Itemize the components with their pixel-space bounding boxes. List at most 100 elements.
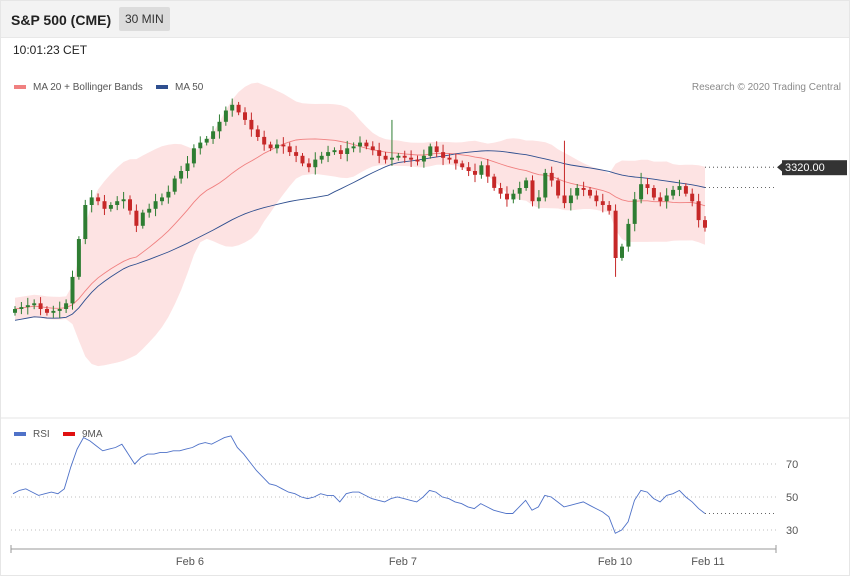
candle xyxy=(172,175,177,195)
candle xyxy=(326,145,331,163)
candle xyxy=(211,126,216,144)
candle xyxy=(338,145,343,160)
candle-body xyxy=(453,159,458,164)
candle-body xyxy=(703,220,707,228)
x-tick-label: Feb 7 xyxy=(389,556,417,568)
candle-body xyxy=(147,208,152,213)
candle xyxy=(645,177,650,195)
x-tick-label: Feb 11 xyxy=(691,556,724,568)
candle-body xyxy=(25,305,30,308)
candle-body xyxy=(485,165,490,177)
candle xyxy=(96,193,101,206)
candle xyxy=(536,190,541,209)
candle-body xyxy=(658,197,663,202)
candle xyxy=(275,139,279,154)
candle xyxy=(319,151,324,164)
candle xyxy=(524,177,529,191)
candle xyxy=(198,136,203,155)
candle xyxy=(658,192,663,207)
rsi-legend-swatch xyxy=(14,432,26,436)
candle xyxy=(166,185,171,204)
candle xyxy=(671,185,676,200)
candle-body xyxy=(409,157,414,160)
candle xyxy=(651,185,656,201)
candle xyxy=(543,168,548,202)
candle xyxy=(479,161,484,179)
last-price-tag: 3320.00 xyxy=(777,160,847,176)
candle xyxy=(683,183,688,197)
candle xyxy=(703,216,707,232)
candle-body xyxy=(447,157,452,160)
candle xyxy=(345,140,350,162)
candle xyxy=(179,165,184,184)
x-tick-label: Feb 10 xyxy=(598,556,632,568)
candle xyxy=(466,162,471,177)
rsi-gridlines: 70 50 30 xyxy=(11,459,798,537)
candle-body xyxy=(76,239,81,277)
candle-body xyxy=(140,212,145,226)
candle-body xyxy=(505,193,509,200)
candle xyxy=(268,141,273,152)
candle-body xyxy=(70,276,75,304)
candle xyxy=(32,299,37,310)
candle-body xyxy=(524,180,529,188)
copyright-text: Research © 2020 Trading Central xyxy=(692,82,841,93)
candle-body xyxy=(223,110,228,122)
rsi-tick-label: 70 xyxy=(786,459,798,471)
candle xyxy=(89,190,94,213)
candle xyxy=(498,182,503,199)
candle xyxy=(639,172,644,204)
candle xyxy=(38,297,43,316)
candle xyxy=(409,150,414,167)
candle xyxy=(140,209,145,229)
candle-body xyxy=(517,188,522,194)
candle xyxy=(390,119,394,166)
candle xyxy=(517,181,522,200)
candle-body xyxy=(396,155,401,158)
candle xyxy=(415,155,420,166)
candle xyxy=(358,136,362,153)
candle-body xyxy=(645,184,650,188)
candle-body xyxy=(600,201,605,205)
rsi-line-layer xyxy=(12,435,777,534)
candle-body xyxy=(38,303,43,309)
candle-body xyxy=(390,157,394,160)
candle xyxy=(492,173,497,191)
candle xyxy=(217,114,222,139)
interval-button[interactable]: 30 MIN xyxy=(119,7,170,31)
candle-body xyxy=(690,193,695,202)
candle xyxy=(549,166,554,187)
candle xyxy=(262,130,267,151)
candle-body xyxy=(383,155,388,160)
candle-body xyxy=(441,152,446,158)
candle xyxy=(562,140,567,209)
candle xyxy=(594,190,599,207)
candle-body xyxy=(211,131,216,139)
candle xyxy=(460,160,465,171)
candle-body xyxy=(172,178,177,192)
candle-body xyxy=(179,171,184,179)
candle xyxy=(434,141,439,158)
candle-body xyxy=(613,210,618,258)
candle-body xyxy=(32,303,37,306)
candle-body xyxy=(326,152,331,156)
candle-body xyxy=(96,197,101,202)
ma50-legend-swatch xyxy=(156,85,168,89)
candle-body xyxy=(421,155,426,162)
candle xyxy=(313,152,318,175)
candle xyxy=(153,193,158,217)
candle-body xyxy=(575,188,580,196)
candle xyxy=(447,153,452,164)
candle-body xyxy=(511,193,516,200)
candle-body xyxy=(51,310,56,313)
candle-body xyxy=(121,199,126,202)
candle-body xyxy=(198,142,203,149)
candle-body xyxy=(64,303,69,309)
candle-body xyxy=(370,146,375,151)
candle xyxy=(696,193,701,228)
ma50-legend-label: MA 50 xyxy=(175,82,204,93)
candle-body xyxy=(345,148,350,154)
candle-body xyxy=(664,195,669,202)
